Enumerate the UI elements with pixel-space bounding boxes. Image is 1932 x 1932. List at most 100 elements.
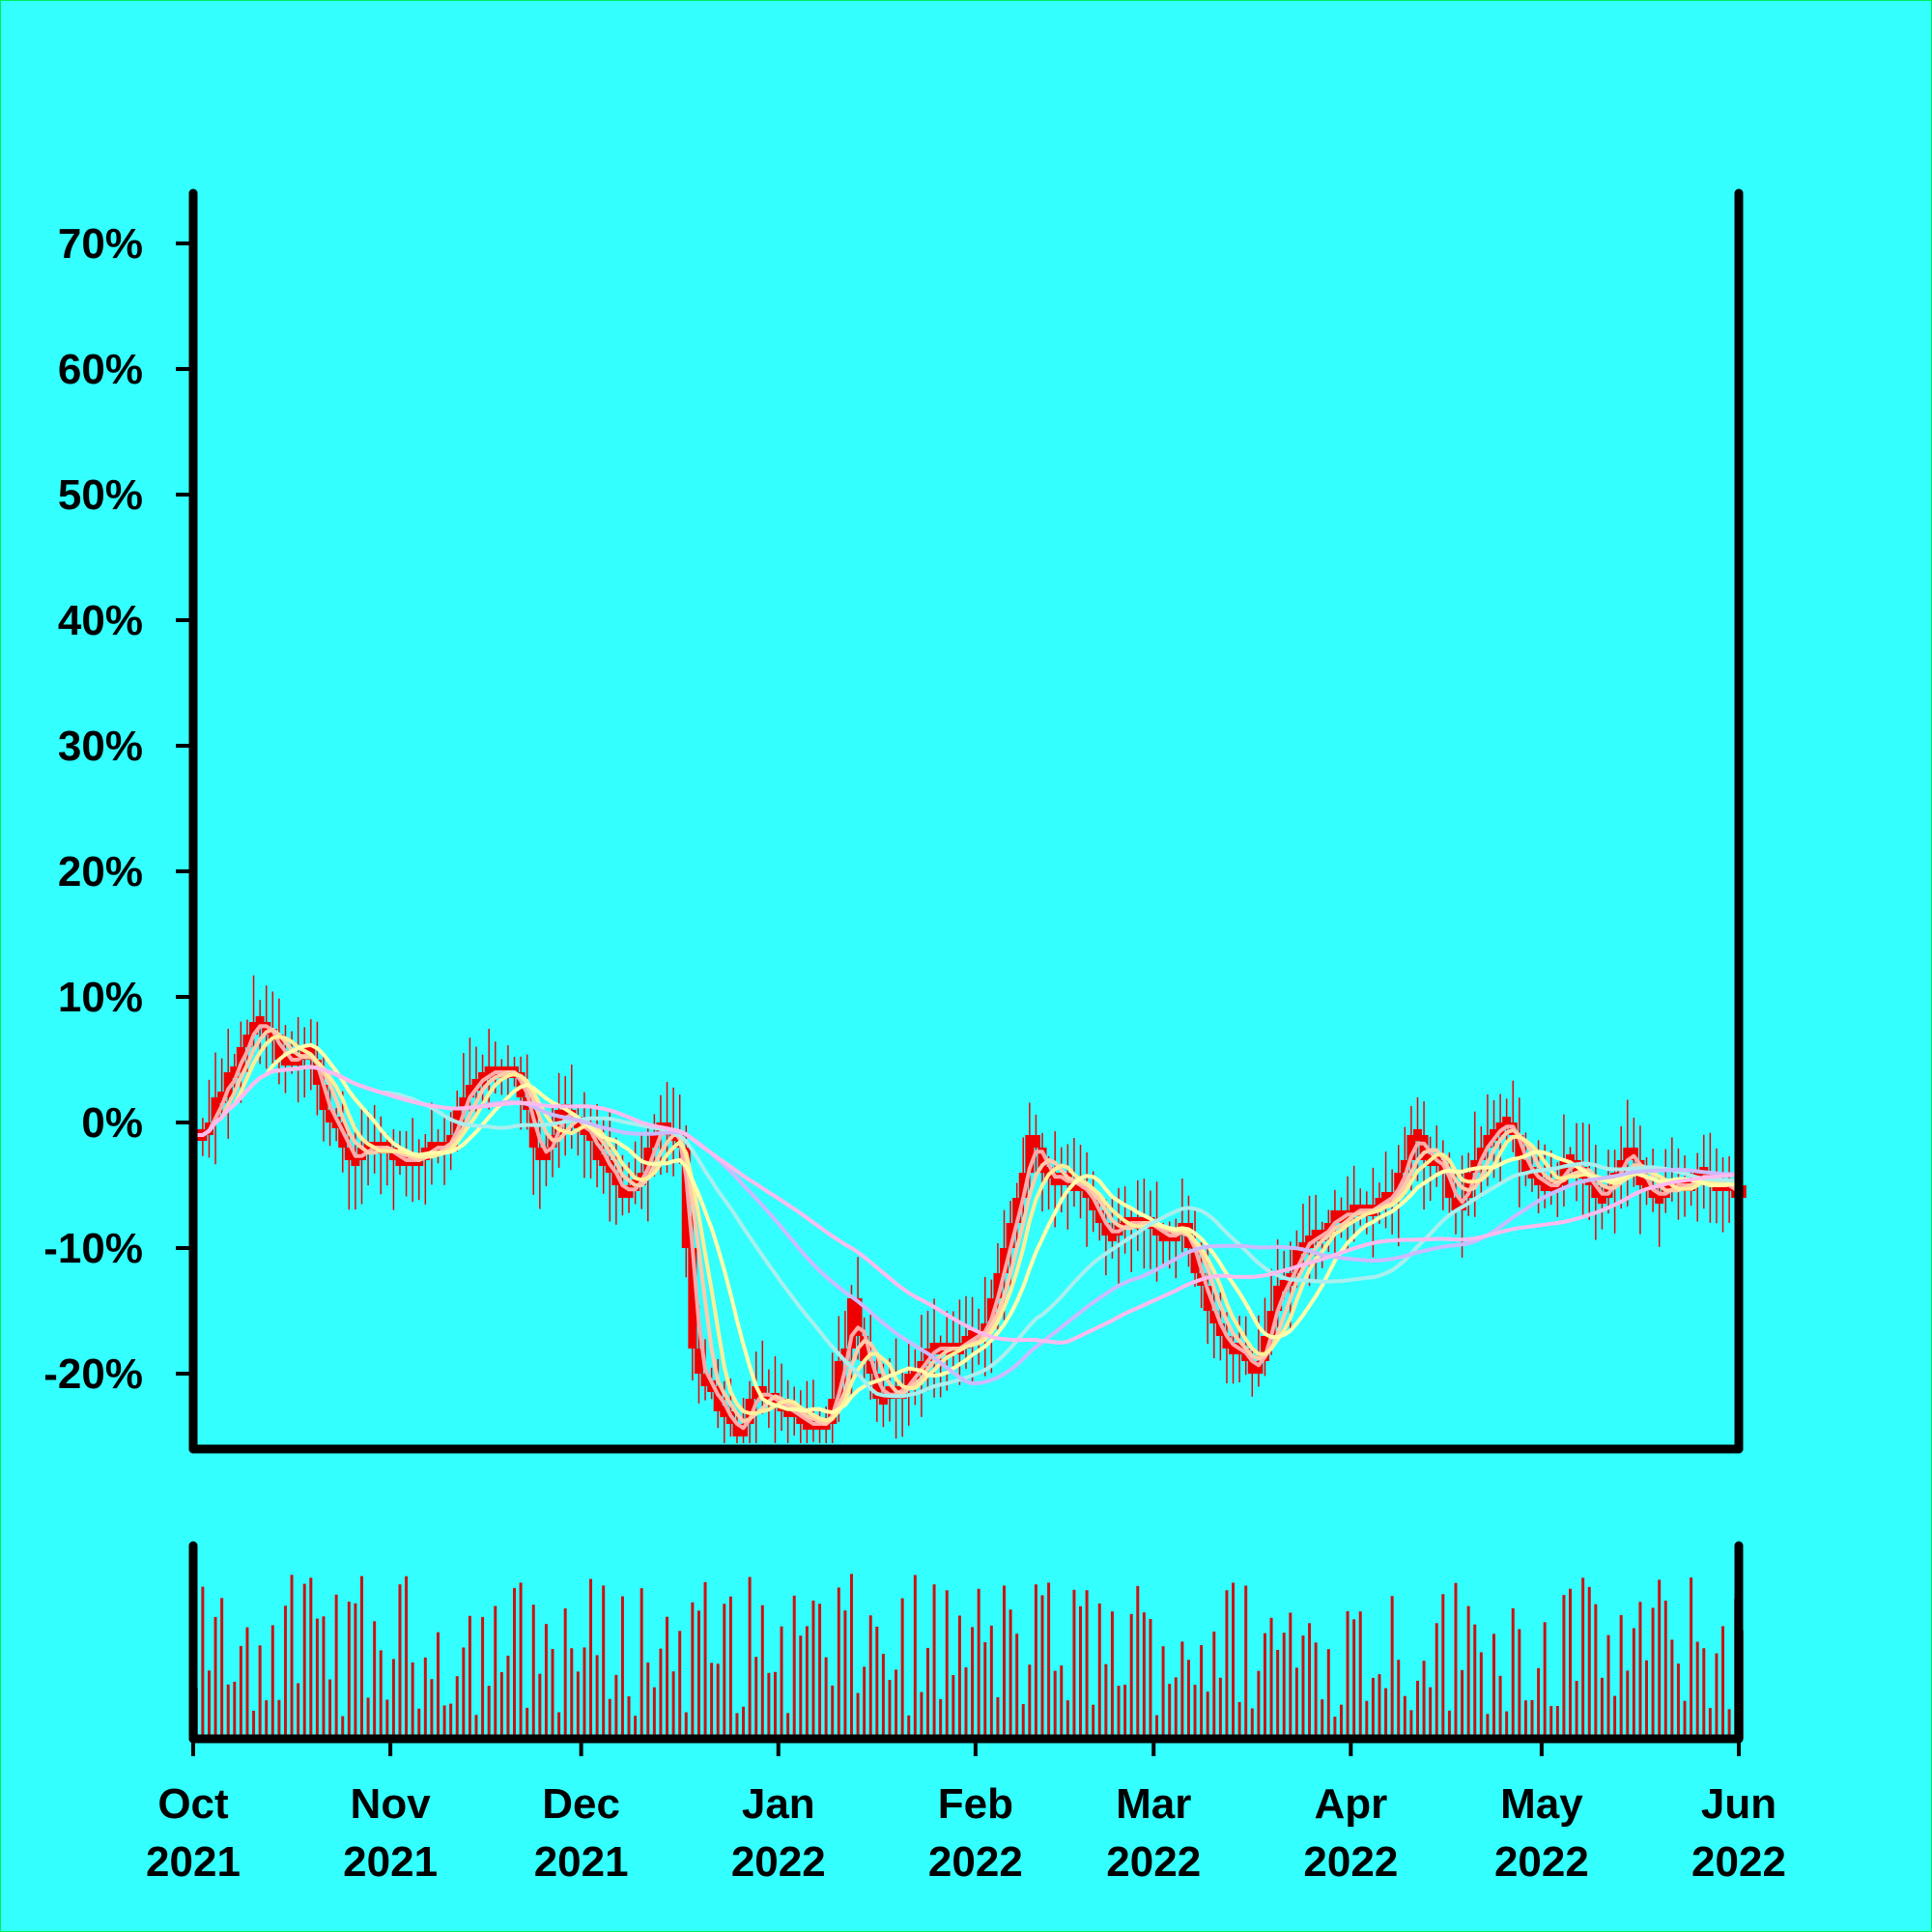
- volume-bar: [1110, 1611, 1114, 1739]
- volume-bar: [582, 1647, 586, 1739]
- volume-bar: [652, 1687, 656, 1739]
- volume-bar: [1543, 1622, 1547, 1739]
- candle-body: [732, 1424, 742, 1436]
- candle-body: [344, 1148, 354, 1160]
- volume-bar: [1352, 1619, 1356, 1739]
- candle-body: [1616, 1160, 1626, 1173]
- volume-bar: [1511, 1607, 1515, 1739]
- volume-bar: [1518, 1629, 1521, 1739]
- candle-body: [866, 1361, 875, 1374]
- candle-body: [904, 1374, 914, 1386]
- moving-average-line: [196, 1027, 1743, 1426]
- candle-body: [1381, 1192, 1391, 1204]
- candle-body: [834, 1361, 843, 1399]
- volume-bar: [1537, 1667, 1541, 1739]
- volume-bar: [557, 1712, 561, 1739]
- candle-body: [223, 1072, 233, 1097]
- candle-body: [649, 1135, 659, 1148]
- candle-body: [573, 1117, 582, 1128]
- volume-bar: [1092, 1704, 1095, 1739]
- volume-bar: [1670, 1639, 1674, 1739]
- candle-body: [872, 1374, 882, 1399]
- volume-bar: [589, 1578, 593, 1739]
- volume-bar: [728, 1596, 732, 1739]
- volume-bar: [430, 1679, 434, 1739]
- volume-bar: [1339, 1704, 1343, 1739]
- volume-bar: [1301, 1635, 1305, 1739]
- volume-bar: [1072, 1589, 1076, 1739]
- y-tick-label: -10%: [43, 1225, 143, 1272]
- volume-bar: [595, 1655, 599, 1739]
- volume-bar: [1397, 1660, 1401, 1739]
- candle-body: [1279, 1280, 1289, 1292]
- volume-bar: [1498, 1675, 1502, 1739]
- volume-bar: [1326, 1649, 1330, 1739]
- candle-body: [878, 1393, 888, 1405]
- volume-bar: [487, 1686, 491, 1739]
- volume-bar: [1619, 1614, 1623, 1739]
- candle-body: [1629, 1148, 1638, 1160]
- volume-bar: [315, 1618, 319, 1739]
- candle-body: [617, 1185, 627, 1198]
- volume-bar: [1065, 1700, 1069, 1739]
- volume-bar: [1180, 1641, 1184, 1739]
- volume-bar: [576, 1671, 580, 1739]
- volume-bar: [201, 1586, 205, 1739]
- volume-bar: [1390, 1596, 1394, 1739]
- volume-bar: [544, 1624, 548, 1739]
- volume-bar: [551, 1649, 554, 1739]
- volume-bar: [913, 1575, 917, 1739]
- volume-bar: [811, 1600, 815, 1739]
- volume-bar: [602, 1585, 606, 1739]
- candle-body: [860, 1336, 869, 1361]
- volume-bar: [691, 1602, 695, 1739]
- candle-body: [1037, 1148, 1047, 1173]
- candle-body: [764, 1393, 774, 1405]
- candle-body: [993, 1273, 1003, 1298]
- volume-bar: [881, 1654, 885, 1739]
- volume-bar: [1523, 1700, 1527, 1739]
- volume-bar: [1676, 1663, 1680, 1739]
- volume-bar: [481, 1616, 485, 1739]
- volume-bar: [1225, 1590, 1229, 1739]
- x-axis-ticks: Oct 2021 Nov 2021 Dec 2021 Jan 2022 Feb 2022 Mar 20…: [146, 1739, 1786, 1886]
- candle-body: [986, 1298, 996, 1323]
- candle-body: [783, 1406, 793, 1417]
- volume-bar: [1346, 1610, 1350, 1739]
- volume-bar: [1690, 1577, 1693, 1739]
- volume-bar: [742, 1706, 746, 1739]
- volume-bar: [1479, 1652, 1483, 1739]
- candle-body: [1107, 1230, 1117, 1241]
- candle-body: [319, 1085, 328, 1110]
- volume-bar: [226, 1684, 230, 1739]
- x-tick-month: May: [1500, 1780, 1583, 1828]
- volume-bar: [213, 1616, 217, 1739]
- moving-average-line: [196, 1065, 1743, 1345]
- candle-body: [1018, 1173, 1028, 1198]
- volume-bar: [837, 1587, 840, 1739]
- volume-bar: [1530, 1699, 1534, 1739]
- volume-bar: [716, 1663, 720, 1739]
- volume-bar: [1422, 1661, 1426, 1739]
- candle-body: [1502, 1117, 1512, 1128]
- candle-body: [351, 1154, 360, 1166]
- candle-body: [802, 1418, 811, 1430]
- x-tick-year: 2022: [1303, 1838, 1398, 1886]
- volume-bar: [1244, 1585, 1248, 1739]
- volume-bar: [1321, 1699, 1324, 1739]
- candle-body: [1190, 1248, 1200, 1273]
- y-tick-label: 60%: [58, 346, 143, 393]
- x-tick-year: 2022: [928, 1838, 1023, 1886]
- volume-bar: [1237, 1701, 1241, 1739]
- volume-bar: [983, 1641, 987, 1739]
- candle-body: [541, 1148, 551, 1160]
- volume-bar: [1257, 1670, 1261, 1739]
- volume-bar: [1097, 1603, 1101, 1739]
- candle-body: [242, 1035, 252, 1047]
- candle-body: [1031, 1135, 1040, 1148]
- volume-bar: [792, 1595, 796, 1739]
- volume-bar: [620, 1596, 624, 1739]
- candle-body: [459, 1097, 469, 1110]
- volume-bar: [666, 1616, 669, 1739]
- volume-bar: [1683, 1700, 1687, 1739]
